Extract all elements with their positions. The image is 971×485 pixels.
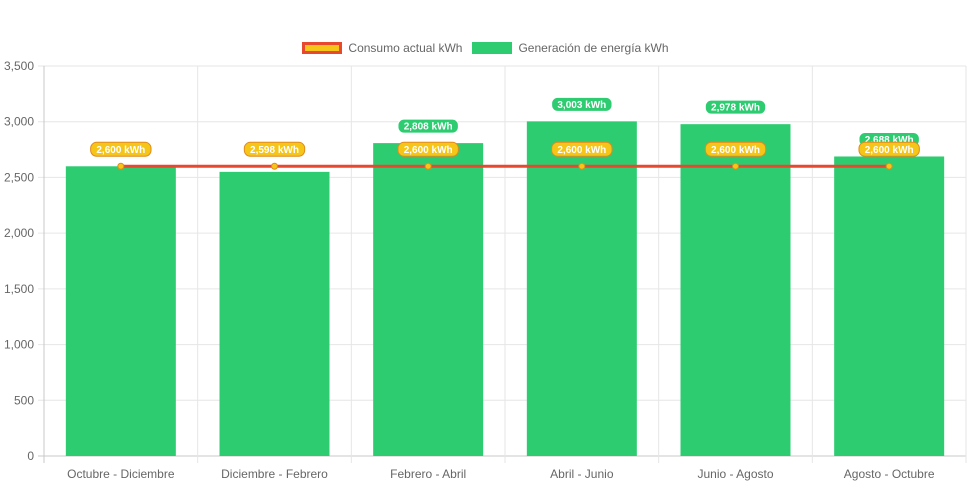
y-tick-label: 2,500 [4,170,34,184]
bar-value-label-bg [704,99,767,115]
bar-value-label-text: 2,808 kWh [404,122,453,133]
consumo-value-label-text: 2,600 kWh [557,145,606,156]
consumo-value-label: 2,600 kWh [397,141,459,157]
consumo-point[interactable] [578,162,586,170]
consumo-point[interactable] [885,162,893,170]
legend-item-consumo[interactable]: Consumo actual kWh [302,41,462,55]
legend-item-generacion[interactable]: Generación de energía kWh [472,41,669,55]
consumo-point[interactable] [424,162,432,170]
bar-value-label: 2,808 kWh [397,118,459,134]
consumo-point[interactable] [117,162,125,170]
consumo-value-label-bg [243,141,306,157]
bar[interactable] [526,121,637,456]
consumo-value-label-bg [704,141,767,157]
y-tick-label: 3,000 [4,115,34,129]
bar-value-label-text: 2,688 kWh [865,135,914,146]
consumo-value-label: 2,600 kWh [551,141,613,157]
consumo-value-label: 2,600 kWh [90,141,152,157]
x-tick-label: Octubre - Diciembre [67,467,175,481]
bar[interactable] [680,124,791,456]
y-tick-label: 1,000 [4,338,34,352]
consumo-value-label-bg [858,141,920,157]
axes: 0 500 1,000 1,500 2,000 2,500 3,000 3,500 Octubr… [4,59,935,481]
line-series [117,162,893,170]
bar-value-label-text: 3,003 kWh [557,100,606,111]
consumo-value-label-text: 2,600 kWh [865,145,914,156]
bar[interactable] [834,156,945,457]
consumo-value-label-bg [90,141,152,157]
consumo-value-label: 2,600 kWh [704,141,767,157]
bar[interactable] [65,166,176,457]
legend: Consumo actual kWh Generación de energía… [0,41,971,55]
y-tick-label: 500 [14,393,34,407]
bar-series [65,121,945,457]
grid [38,65,967,463]
consumo-value-label-text: 2,600 kWh [404,145,453,156]
y-tick-label: 3,500 [4,59,34,73]
y-tick-label: 0 [27,449,34,463]
x-tick-label: Diciembre - Febrero [221,467,328,481]
legend-swatch-generacion [472,42,513,54]
legend-swatch-consumo [302,42,343,54]
bar-value-label-bg [397,118,459,134]
legend-label-generacion: Generación de energía kWh [518,41,669,55]
x-tick-label: Junio - Agosto [697,467,773,481]
bar-value-label-text: 2,978 kWh [711,103,760,114]
consumo-value-label: 2,600 kWh [858,141,920,157]
legend-label-consumo: Consumo actual kWh [348,41,463,55]
consumo-value-label-text: 2,598 kWh [250,145,299,156]
bar[interactable] [373,143,484,456]
x-tick-label: Febrero - Abril [390,467,466,481]
x-tick-label: Agosto - Octubre [844,467,935,481]
bar-value-label: 3,003 kWh [551,96,613,112]
bar[interactable] [219,171,330,456]
consumo-value-label-text: 2,600 kWh [96,145,145,156]
consumo-value-label: 2,598 kWh [243,141,306,157]
consumo-point[interactable] [732,162,739,170]
consumo-value-label-text: 2,600 kWh [711,145,760,156]
y-tick-label: 2,000 [4,226,34,240]
consumo-point[interactable] [271,162,278,170]
bar-value-label-bg [551,96,613,112]
bar-value-label: 2,978 kWh [704,99,767,115]
x-tick-label: Abril - Junio [550,467,614,481]
consumo-value-label-bg [397,141,459,157]
y-tick-label: 1,500 [4,282,34,296]
consumo-value-label-bg [551,141,613,157]
